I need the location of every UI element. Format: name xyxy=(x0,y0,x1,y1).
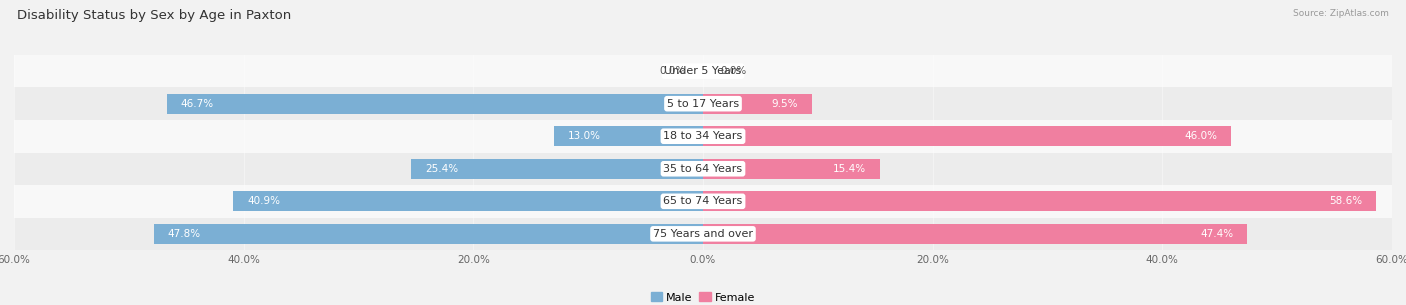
Text: Under 5 Years: Under 5 Years xyxy=(665,66,741,76)
Bar xyxy=(14,217,1392,250)
Text: 0.0%: 0.0% xyxy=(659,66,686,76)
Text: 9.5%: 9.5% xyxy=(772,99,799,109)
Text: 46.7%: 46.7% xyxy=(180,99,214,109)
Text: 47.8%: 47.8% xyxy=(167,229,201,239)
Text: 5 to 17 Years: 5 to 17 Years xyxy=(666,99,740,109)
Text: 0.0%: 0.0% xyxy=(720,66,747,76)
Text: 13.0%: 13.0% xyxy=(568,131,600,141)
Text: 25.4%: 25.4% xyxy=(425,164,458,174)
Legend: Male, Female: Male, Female xyxy=(647,288,759,305)
Text: 46.0%: 46.0% xyxy=(1184,131,1218,141)
Bar xyxy=(14,88,1392,120)
Bar xyxy=(703,126,1232,146)
Bar xyxy=(554,126,703,146)
Bar xyxy=(14,185,1392,217)
Bar xyxy=(703,224,1247,244)
Bar xyxy=(703,159,880,179)
Text: 40.9%: 40.9% xyxy=(247,196,280,206)
Bar xyxy=(14,152,1392,185)
Bar xyxy=(155,224,703,244)
Bar xyxy=(233,191,703,211)
Text: 18 to 34 Years: 18 to 34 Years xyxy=(664,131,742,141)
Bar xyxy=(703,94,813,114)
Text: 75 Years and over: 75 Years and over xyxy=(652,229,754,239)
Bar xyxy=(412,159,703,179)
Text: 47.4%: 47.4% xyxy=(1201,229,1233,239)
Text: 15.4%: 15.4% xyxy=(832,164,866,174)
Bar xyxy=(167,94,703,114)
Text: Source: ZipAtlas.com: Source: ZipAtlas.com xyxy=(1294,9,1389,18)
Text: Disability Status by Sex by Age in Paxton: Disability Status by Sex by Age in Paxto… xyxy=(17,9,291,22)
Text: 58.6%: 58.6% xyxy=(1329,196,1362,206)
Bar xyxy=(703,191,1376,211)
Bar xyxy=(14,120,1392,152)
Bar xyxy=(14,55,1392,88)
Text: 35 to 64 Years: 35 to 64 Years xyxy=(664,164,742,174)
Text: 65 to 74 Years: 65 to 74 Years xyxy=(664,196,742,206)
